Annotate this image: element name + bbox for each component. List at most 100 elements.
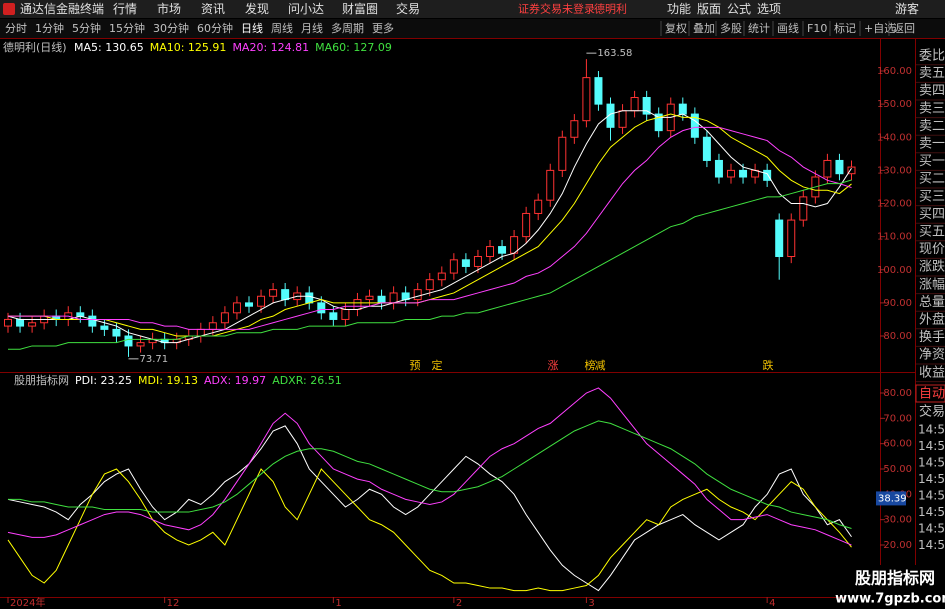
panel-label[interactable]: 换手 bbox=[919, 330, 945, 345]
stock-name: 德明利 bbox=[594, 2, 627, 16]
legend-entry: MA10: 125.91 bbox=[150, 41, 227, 54]
legend-entry: ADX: 19.97 bbox=[204, 374, 266, 387]
panel-label[interactable]: 买四 bbox=[919, 207, 945, 222]
panel-label[interactable]: 委比 bbox=[919, 49, 945, 64]
candle-body bbox=[618, 110, 627, 128]
candle-body bbox=[425, 279, 434, 291]
panel-label[interactable]: 买三 bbox=[919, 189, 945, 204]
event-marker[interactable]: 预 bbox=[410, 359, 421, 372]
menu-item[interactable]: 问小达 bbox=[288, 2, 324, 16]
candle-body bbox=[654, 113, 663, 132]
menu-item[interactable]: 市场 bbox=[157, 1, 181, 16]
candle-body bbox=[775, 219, 784, 258]
panel-label[interactable]: 涨幅 bbox=[919, 277, 945, 292]
period-tab[interactable]: 60分钟 bbox=[197, 21, 233, 35]
panel-label[interactable]: 外盘 bbox=[919, 312, 945, 328]
trade-time: 14:56 bbox=[918, 489, 945, 503]
panel-label[interactable]: 净资 bbox=[919, 348, 945, 363]
tool-button[interactable]: 返回 bbox=[893, 22, 915, 35]
menu-item[interactable]: 财富圈 bbox=[342, 1, 378, 16]
panel-label[interactable]: 涨跌 bbox=[919, 259, 945, 275]
y-tick-label: 140.00 bbox=[877, 132, 912, 143]
period-tab[interactable]: 更多 bbox=[372, 21, 394, 35]
period-tab[interactable]: 分时 bbox=[5, 22, 27, 35]
candle-body bbox=[245, 302, 253, 307]
candle-body bbox=[522, 212, 531, 238]
tool-button[interactable]: +自选 bbox=[864, 22, 895, 35]
event-marker[interactable]: 定 bbox=[432, 358, 443, 372]
min-label: 73.71 bbox=[140, 354, 169, 365]
candle-body bbox=[570, 120, 579, 138]
tool-button[interactable]: 复权 bbox=[665, 21, 687, 35]
event-marker[interactable]: 榜 bbox=[585, 358, 596, 372]
menu-item[interactable]: 版面 bbox=[697, 2, 721, 16]
user[interactable]: 游客 bbox=[895, 1, 919, 16]
tool-button[interactable]: 统计 bbox=[748, 22, 770, 35]
y-tick-label: 90.00 bbox=[883, 298, 912, 309]
period-tab[interactable]: 5分钟 bbox=[72, 21, 101, 35]
auto-button-box bbox=[915, 384, 945, 403]
trade-time: 14:56 bbox=[918, 505, 945, 519]
panel-label[interactable]: 现价 bbox=[919, 242, 945, 257]
panel-label[interactable]: 卖二 bbox=[919, 119, 945, 134]
panel-label[interactable]: 卖一 bbox=[919, 137, 945, 152]
period-tab[interactable]: 日线 bbox=[241, 21, 263, 35]
y-tick-label: 50.00 bbox=[883, 464, 912, 475]
cursor-box bbox=[876, 491, 906, 506]
candle-body bbox=[534, 199, 543, 214]
trade-time: 14:56 bbox=[918, 522, 945, 536]
panel-label[interactable]: 买二 bbox=[919, 172, 945, 187]
period-tab[interactable]: 30分钟 bbox=[153, 21, 189, 35]
period-tab[interactable]: 多周期 bbox=[331, 21, 364, 35]
period-tab[interactable]: 15分钟 bbox=[109, 21, 145, 35]
menu-item[interactable]: 功能 bbox=[667, 2, 691, 16]
panel-label[interactable]: 收益 bbox=[919, 365, 945, 380]
x-tick-label: 1 bbox=[335, 598, 341, 609]
period-tab[interactable]: 1分钟 bbox=[35, 21, 64, 35]
candle-body bbox=[642, 97, 651, 115]
panel-label[interactable]: 总量 bbox=[919, 295, 945, 310]
watermark-name: 股朋指标网 bbox=[855, 569, 935, 588]
candle-body bbox=[546, 169, 555, 201]
candle-body bbox=[365, 295, 374, 301]
menu-item[interactable]: 交易 bbox=[396, 1, 420, 16]
panel-label[interactable]: 卖五 bbox=[919, 66, 945, 81]
panel-button[interactable]: 自动 bbox=[919, 387, 945, 402]
tool-button[interactable]: 叠加 bbox=[693, 22, 715, 35]
event-marker[interactable]: 跌 bbox=[763, 358, 774, 372]
candle-body bbox=[88, 315, 97, 327]
panel-label[interactable]: 卖三 bbox=[919, 101, 945, 116]
period-tab[interactable]: 月线 bbox=[301, 21, 323, 35]
panel-label[interactable]: 买五 bbox=[919, 225, 945, 240]
candle-body bbox=[16, 318, 25, 327]
panel-button[interactable]: 交易 bbox=[919, 404, 945, 420]
tool-button[interactable]: 画线 bbox=[777, 21, 799, 35]
candle-body bbox=[413, 289, 422, 301]
menu-item[interactable]: 选项 bbox=[757, 2, 781, 16]
panel-label[interactable]: 买一 bbox=[919, 154, 945, 169]
chart-title: 股朋指标网 bbox=[14, 373, 69, 387]
app-name: 通达信金融终端 bbox=[20, 1, 104, 16]
candle-body bbox=[232, 302, 241, 314]
y-tick-label: 150.00 bbox=[877, 99, 912, 110]
event-marker[interactable]: 减 bbox=[595, 359, 606, 372]
candle-body bbox=[208, 322, 217, 330]
y-tick-label: 160.00 bbox=[877, 66, 912, 77]
candle-body bbox=[678, 103, 687, 115]
menu-item[interactable]: 行情 bbox=[113, 2, 137, 16]
menu-item[interactable]: 资讯 bbox=[201, 2, 225, 16]
candle-body bbox=[714, 159, 723, 178]
tool-button[interactable]: 标记 bbox=[834, 21, 856, 35]
panel-label[interactable]: 卖四 bbox=[919, 84, 945, 99]
menu-item[interactable]: 发现 bbox=[245, 1, 269, 16]
candle-body bbox=[136, 342, 145, 347]
tool-button[interactable]: 多股 bbox=[720, 21, 742, 35]
period-tab[interactable]: 周线 bbox=[271, 21, 293, 35]
event-marker[interactable]: 涨 bbox=[548, 359, 559, 372]
tool-button[interactable]: F10 bbox=[807, 22, 827, 35]
legend-entry: MA60: 127.09 bbox=[315, 41, 392, 54]
max-label: 163.58 bbox=[597, 48, 632, 59]
trade-time: 14:56 bbox=[918, 423, 945, 437]
menu-item[interactable]: 公式 bbox=[727, 2, 751, 16]
